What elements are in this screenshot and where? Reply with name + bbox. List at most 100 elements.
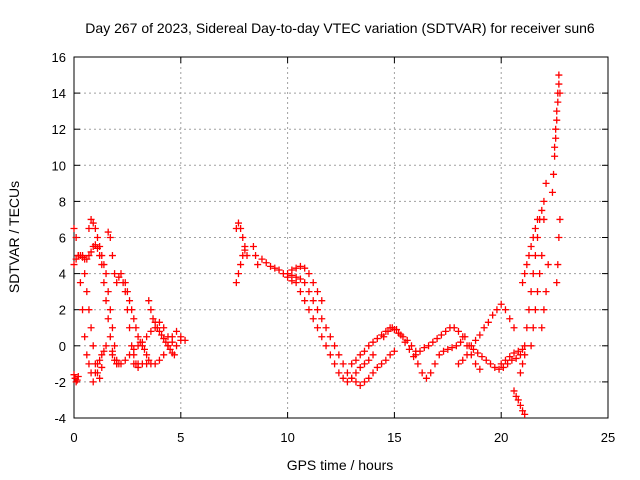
series-arc-29 bbox=[551, 71, 564, 151]
data-point bbox=[369, 369, 377, 377]
data-point bbox=[514, 396, 522, 404]
data-point bbox=[414, 360, 422, 368]
x-tick-label: 15 bbox=[387, 430, 401, 445]
data-point bbox=[425, 342, 433, 350]
series-arc-15 bbox=[284, 270, 398, 390]
series-arc-13 bbox=[249, 243, 262, 269]
data-point bbox=[155, 327, 163, 335]
data-point bbox=[108, 252, 116, 260]
data-point bbox=[556, 89, 564, 97]
data-point bbox=[356, 382, 364, 390]
data-point bbox=[553, 107, 561, 115]
data-point bbox=[360, 360, 368, 368]
data-point bbox=[121, 356, 129, 364]
data-point bbox=[115, 273, 123, 281]
data-point bbox=[382, 356, 390, 364]
data-point bbox=[348, 360, 356, 368]
data-point bbox=[555, 71, 563, 79]
data-point bbox=[160, 324, 168, 332]
data-point bbox=[450, 324, 458, 332]
data-point bbox=[556, 215, 564, 223]
data-point bbox=[76, 279, 84, 287]
data-point bbox=[529, 324, 537, 332]
data-point bbox=[331, 360, 339, 368]
data-point bbox=[98, 351, 106, 359]
data-point bbox=[140, 345, 148, 353]
data-point bbox=[296, 288, 304, 296]
data-point bbox=[89, 342, 97, 350]
data-point bbox=[469, 345, 477, 353]
data-point bbox=[164, 342, 172, 350]
data-point bbox=[348, 374, 356, 382]
data-point bbox=[83, 288, 91, 296]
data-point bbox=[130, 315, 138, 323]
data-point bbox=[343, 378, 351, 386]
data-point bbox=[134, 342, 142, 350]
data-point bbox=[519, 345, 527, 353]
data-point bbox=[284, 270, 292, 278]
data-point bbox=[91, 241, 99, 249]
data-point bbox=[508, 356, 516, 364]
data-point bbox=[111, 270, 119, 278]
data-point bbox=[523, 324, 531, 332]
data-point bbox=[536, 270, 544, 278]
y-tick-label: -2 bbox=[54, 375, 66, 390]
x-tick-label: 20 bbox=[494, 430, 508, 445]
data-point bbox=[534, 215, 542, 223]
data-point bbox=[365, 342, 373, 350]
data-point bbox=[373, 335, 381, 343]
data-point bbox=[72, 234, 80, 241]
data-point bbox=[401, 338, 409, 346]
series-arc-27 bbox=[538, 261, 552, 332]
data-point bbox=[252, 252, 260, 260]
data-point bbox=[529, 234, 537, 241]
data-point bbox=[168, 333, 176, 341]
data-point bbox=[472, 360, 480, 368]
data-point bbox=[117, 360, 125, 368]
data-point bbox=[309, 315, 317, 323]
data-point bbox=[96, 243, 104, 251]
data-point bbox=[452, 342, 460, 350]
data-point bbox=[497, 360, 505, 368]
data-point bbox=[519, 279, 527, 287]
data-point bbox=[463, 351, 471, 359]
data-point bbox=[79, 306, 87, 314]
data-point bbox=[544, 261, 552, 269]
data-point bbox=[504, 360, 512, 368]
chart-title: Day 267 of 2023, Sidereal Day-to-day VTE… bbox=[85, 20, 595, 36]
data-point bbox=[241, 246, 249, 254]
data-point bbox=[360, 378, 368, 386]
data-point bbox=[160, 351, 168, 359]
data-point bbox=[531, 306, 539, 314]
data-point bbox=[501, 356, 509, 364]
data-point bbox=[510, 324, 518, 332]
data-point bbox=[384, 327, 392, 335]
data-point bbox=[420, 344, 428, 352]
data-point bbox=[516, 369, 524, 377]
data-point bbox=[132, 324, 140, 332]
data-point bbox=[437, 331, 445, 339]
data-point bbox=[422, 374, 430, 382]
series-arc-22 bbox=[497, 345, 527, 368]
data-point bbox=[258, 255, 266, 263]
data-point bbox=[85, 360, 93, 368]
series-arc-14 bbox=[258, 255, 377, 386]
y-tick-label: 8 bbox=[59, 194, 66, 209]
data-point bbox=[91, 224, 99, 232]
data-point bbox=[510, 349, 518, 357]
data-point bbox=[554, 261, 562, 269]
data-point bbox=[74, 372, 82, 380]
data-point bbox=[79, 252, 87, 260]
data-point bbox=[326, 333, 334, 341]
data-point bbox=[442, 327, 450, 335]
data-point bbox=[160, 335, 168, 343]
data-point bbox=[501, 306, 509, 314]
data-point bbox=[555, 80, 563, 88]
data-point bbox=[305, 288, 313, 296]
data-point bbox=[551, 143, 559, 151]
data-point bbox=[542, 288, 550, 296]
y-tick-label: 14 bbox=[52, 86, 66, 101]
data-point bbox=[111, 342, 119, 350]
data-point bbox=[369, 351, 377, 359]
data-point bbox=[98, 363, 106, 371]
